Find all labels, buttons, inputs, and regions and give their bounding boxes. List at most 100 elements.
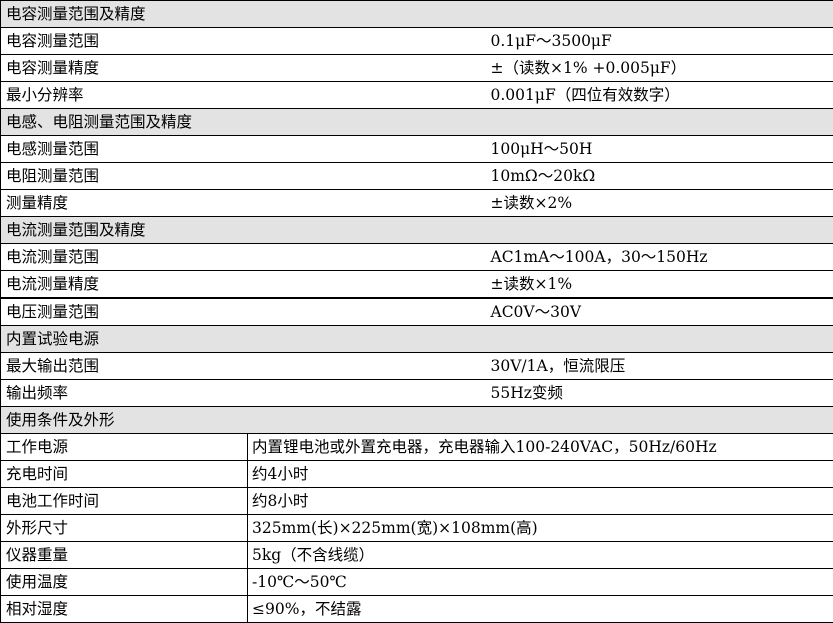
table-row: 电池工作时间 约8小时	[1, 488, 833, 515]
row-value: AC0V～30V	[248, 298, 833, 326]
row-label-text: 相对湿度	[6, 597, 68, 621]
row-value: 约4小时	[248, 461, 833, 488]
row-label: 最大输出范围	[1, 353, 248, 380]
row-label-text: 电阻测量范围	[6, 164, 99, 188]
section-header-label: 电流测量范围及精度	[1, 217, 833, 244]
section-header-label: 使用条件及外形	[1, 407, 833, 434]
row-value: 0.001μF（四位有效数字）	[248, 82, 833, 109]
section-header-label: 内置试验电源	[1, 326, 833, 353]
row-value: ±读数×1%	[248, 271, 833, 299]
row-value-text: AC0V～30V	[248, 300, 582, 324]
row-value-text: 0.1μF～3500μF	[248, 29, 612, 53]
table-row: 最大输出范围 30V/1A，恒流限压	[1, 353, 833, 380]
row-label-text: 电容测量范围	[6, 29, 99, 53]
row-label-text: 电池工作时间	[6, 489, 99, 513]
row-label-text: 输出频率	[6, 381, 68, 405]
table-row: 相对湿度 ≤90%，不结露	[1, 596, 833, 623]
row-label: 外形尺寸	[1, 515, 248, 542]
row-value-text: 约8小时	[252, 489, 308, 513]
row-label: 相对湿度	[1, 596, 248, 623]
row-label-text: 充电时间	[6, 462, 68, 486]
section-header-row: 使用条件及外形	[1, 407, 833, 434]
row-value-text: 325mm(长)×225mm(宽)×108mm(高)	[252, 516, 538, 540]
row-value-text: 10mΩ～20kΩ	[248, 164, 596, 188]
row-value-text: 30V/1A，恒流限压	[248, 354, 626, 378]
row-label: 输出频率	[1, 380, 248, 407]
table-row: 充电时间 约4小时	[1, 461, 833, 488]
table-row: 电流测量精度 ±读数×1%	[1, 271, 833, 299]
table-row: 测量精度 ±读数×2%	[1, 190, 833, 217]
section-header-row: 电感、电阻测量范围及精度	[1, 109, 833, 136]
row-label-text: 电流测量精度	[6, 272, 99, 296]
row-value-text: ±（读数×1% +0.005μF）	[248, 56, 687, 80]
row-label: 电容测量范围	[1, 28, 248, 55]
row-label-text: 测量精度	[6, 191, 68, 215]
table-row: 外形尺寸 325mm(长)×225mm(宽)×108mm(高)	[1, 515, 833, 542]
row-label: 电池工作时间	[1, 488, 248, 515]
row-value: AC1mA～100A，30～150Hz	[248, 244, 833, 271]
row-label: 电流测量范围	[1, 244, 248, 271]
row-value-text: ±读数×1%	[248, 272, 573, 296]
row-label-text: 电流测量范围	[6, 245, 99, 269]
row-label: 电容测量精度	[1, 55, 248, 82]
table-row: 电压测量范围 AC0V～30V	[1, 298, 833, 326]
table-row: 使用温度 -10℃～50℃	[1, 569, 833, 596]
table-row: 电阻测量范围 10mΩ～20kΩ	[1, 163, 833, 190]
row-value: 30V/1A，恒流限压	[248, 353, 833, 380]
row-value: 内置锂电池或外置充电器，充电器输入100-240VAC，50Hz/60Hz	[248, 434, 833, 461]
row-label: 测量精度	[1, 190, 248, 217]
row-value: ≤90%，不结露	[248, 596, 833, 623]
row-label: 电压测量范围	[1, 298, 248, 326]
row-value: 325mm(长)×225mm(宽)×108mm(高)	[248, 515, 833, 542]
row-label-text: 外形尺寸	[6, 516, 68, 540]
row-value-text: ≤90%，不结露	[252, 597, 361, 621]
row-value: 55Hz变频	[248, 380, 833, 407]
row-label-text: 仪器重量	[6, 543, 68, 567]
row-value: 5kg（不含线缆）	[248, 542, 833, 569]
row-value-text: 100μH～50H	[248, 137, 593, 161]
table-row: 最小分辨率 0.001μF（四位有效数字）	[1, 82, 833, 109]
row-label-text: 最大输出范围	[6, 354, 99, 378]
row-value: 10mΩ～20kΩ	[248, 163, 833, 190]
row-label: 电流测量精度	[1, 271, 248, 299]
row-value: ±读数×2%	[248, 190, 833, 217]
table-row: 电流测量范围 AC1mA～100A，30～150Hz	[1, 244, 833, 271]
section-header-label: 电感、电阻测量范围及精度	[1, 109, 833, 136]
row-label-text: 最小分辨率	[6, 83, 84, 107]
row-value-text: AC1mA～100A，30～150Hz	[248, 245, 708, 269]
row-value-text: -10℃～50℃	[252, 570, 347, 594]
row-label: 仪器重量	[1, 542, 248, 569]
row-value-text: 内置锂电池或外置充电器，充电器输入100-240VAC，50Hz/60Hz	[252, 435, 717, 459]
row-value-text: 0.001μF（四位有效数字）	[248, 83, 680, 107]
row-label-text: 电感测量范围	[6, 137, 99, 161]
table-row: 电感测量范围 100μH～50H	[1, 136, 833, 163]
row-label: 工作电源	[1, 434, 248, 461]
table-row: 仪器重量 5kg（不含线缆）	[1, 542, 833, 569]
row-label: 电阻测量范围	[1, 163, 248, 190]
section-header-row: 电容测量范围及精度	[1, 1, 833, 28]
section-header-row: 内置试验电源	[1, 326, 833, 353]
section-header-row: 电流测量范围及精度	[1, 217, 833, 244]
section-header-label: 电容测量范围及精度	[1, 1, 833, 28]
row-value-text: 5kg（不含线缆）	[252, 543, 374, 567]
row-label: 充电时间	[1, 461, 248, 488]
row-value: 0.1μF～3500μF	[248, 28, 833, 55]
table-row: 电容测量范围 0.1μF～3500μF	[1, 28, 833, 55]
row-value: ±（读数×1% +0.005μF）	[248, 55, 833, 82]
table-row: 电容测量精度±（读数×1% +0.005μF）	[1, 55, 833, 82]
row-label: 最小分辨率	[1, 82, 248, 109]
row-label: 电感测量范围	[1, 136, 248, 163]
table-row: 输出频率 55Hz变频	[1, 380, 833, 407]
row-value-text: 约4小时	[252, 462, 308, 486]
row-value-text: 55Hz变频	[248, 381, 563, 405]
row-label-text: 电压测量范围	[6, 300, 99, 324]
row-value-text: ±读数×2%	[248, 191, 573, 215]
row-value: 约8小时	[248, 488, 833, 515]
row-label-text: 使用温度	[6, 570, 68, 594]
table-row: 工作电源 内置锂电池或外置充电器，充电器输入100-240VAC，50Hz/60H…	[1, 434, 833, 461]
row-label: 使用温度	[1, 569, 248, 596]
row-label-text: 工作电源	[6, 435, 68, 459]
row-value: -10℃～50℃	[248, 569, 833, 596]
